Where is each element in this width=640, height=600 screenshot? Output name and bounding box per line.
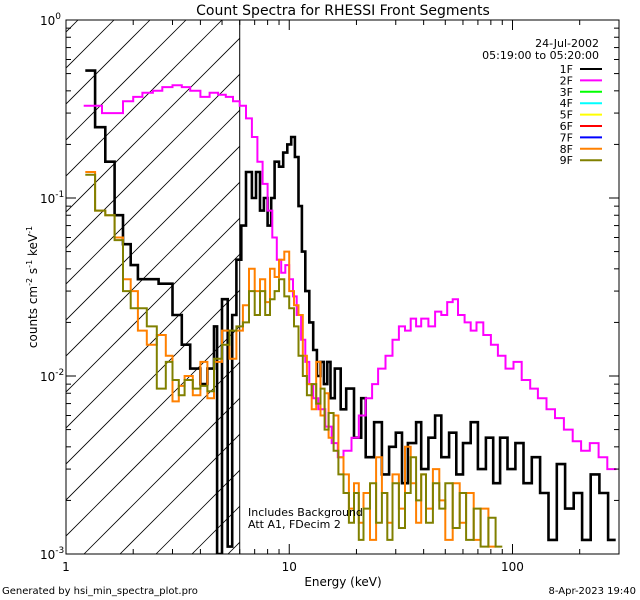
hatch-line: [66, 253, 240, 429]
y-axis-label-part-3: -1: [25, 260, 34, 268]
annotation-attenuator: Att A1, FDecim 2: [248, 518, 341, 531]
hatch-line: [66, 20, 187, 141]
legend-label-8F: 8F: [560, 143, 573, 156]
legend-label-7F: 7F: [560, 131, 573, 144]
series-layer: [83, 69, 617, 554]
series-line-2F: [83, 84, 617, 471]
x-tick-label: 1: [62, 560, 70, 574]
y-tick-exponent: -2: [55, 368, 64, 378]
axis-ticks: [65, 19, 620, 555]
y-axis-label: counts cm-2 s-1 keV-1: [25, 226, 40, 348]
y-axis-label-part-0: counts cm: [26, 286, 40, 348]
x-axis-label: Energy (keV): [304, 575, 381, 589]
y-axis-label-part-4: keV: [26, 233, 40, 260]
hatch-line: [66, 145, 240, 321]
y-axis-label-part-2: s: [26, 268, 40, 278]
y-axis-label-part-5: -1: [25, 226, 34, 234]
hatch-line: [66, 325, 240, 501]
legend-label-4F: 4F: [560, 97, 573, 110]
y-tick-label: 10-2: [40, 368, 64, 384]
footer-timestamp: 8-Apr-2023 19:40: [549, 586, 636, 597]
hatch-line: [66, 37, 240, 213]
hatch-line: [66, 361, 240, 537]
legend-label-1F: 1F: [560, 63, 573, 76]
y-tick-base: 10: [40, 370, 55, 384]
legend-label-2F: 2F: [560, 74, 573, 87]
annotation-background: Includes Background: [248, 506, 363, 519]
x-tick-label: 100: [501, 560, 524, 574]
x-tick-label: 10: [282, 560, 297, 574]
hatch-line: [66, 20, 223, 177]
hatch-line: [83, 397, 240, 554]
legend-label-3F: 3F: [560, 86, 573, 99]
hatch-line: [66, 217, 240, 393]
legend-label-5F: 5F: [560, 109, 573, 122]
y-tick-label: 100: [40, 12, 61, 28]
y-axis-label-part-1: -2: [25, 278, 34, 286]
hatch-line: [66, 73, 240, 249]
observation-time-range: 05:19:00 to 05:20:00: [482, 49, 599, 62]
excluded-region-hatch: [66, 20, 240, 554]
hatch-line: [66, 181, 240, 357]
hatch-line: [119, 433, 240, 554]
x-tick-labels: 1 10 100: [62, 560, 524, 574]
legend-label-6F: 6F: [560, 120, 573, 133]
y-tick-exponent: -1: [55, 190, 64, 200]
plot-frame: [65, 19, 620, 555]
y-tick-label: 10-1: [40, 190, 64, 206]
y-tick-base: 10: [40, 14, 55, 28]
y-tick-base: 10: [40, 192, 55, 206]
y-tick-exponent: -3: [55, 546, 64, 556]
footer-generated-by: Generated by hsi_min_spectra_plot.pro: [2, 586, 198, 597]
y-tick-exponent: 0: [55, 12, 61, 22]
observation-date: 24-Jul-2002: [535, 37, 599, 50]
chart-title: Count Spectra for RHESSI Front Segments: [196, 3, 490, 19]
y-tick-label: 10-3: [40, 546, 64, 562]
legend-label-9F: 9F: [560, 154, 573, 167]
series-line-1F: [85, 69, 616, 554]
y-tick-base: 10: [40, 548, 55, 562]
series-line-9F: [85, 173, 503, 548]
